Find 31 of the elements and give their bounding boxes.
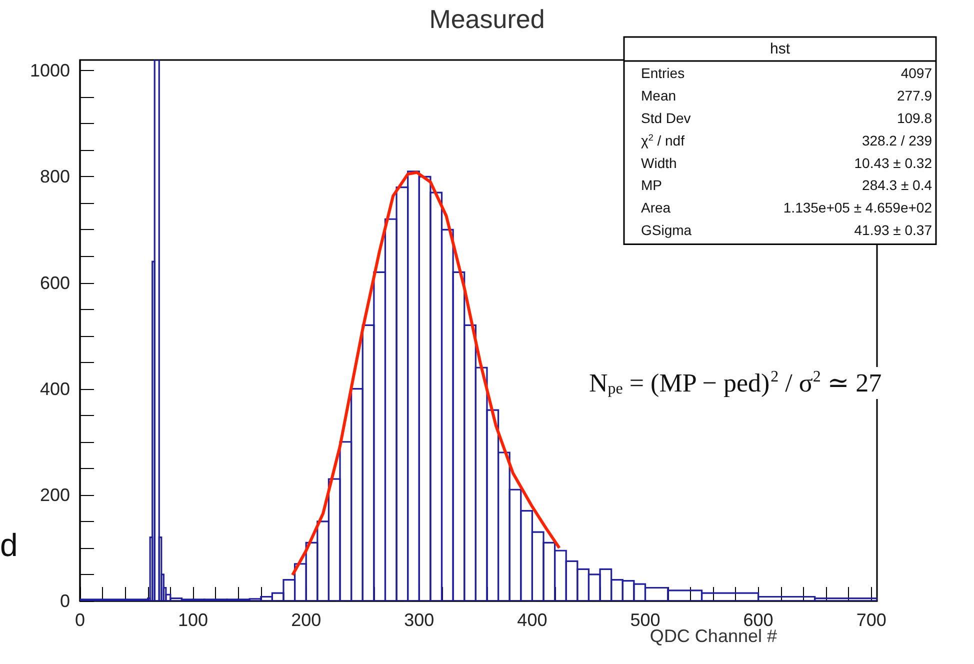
text: 4097 [900,65,932,82]
text: hst [770,40,791,58]
y-tick-label: 0 [60,591,70,611]
annotation: GSigma [641,222,692,238]
x-tick-label: 300 [404,610,434,630]
y-tick-label: 200 [40,484,70,505]
annotation: 41.93 ± 0.37 [854,222,932,238]
annotation: Entries [641,65,685,82]
text: 277.9 [896,88,932,104]
x-tick-label: 0 [74,610,86,630]
annotation: Width [641,154,677,171]
chart-title: Measured [429,4,545,34]
x-tick-label: 400 [517,610,548,630]
x-tick-label: 700 [856,610,886,630]
line-series [291,170,561,577]
y-tick-label: 400 [40,378,70,399]
annotation: MP [641,177,662,194]
annotation: Area [641,200,671,216]
y-tick-label: 800 [40,166,70,187]
annotation: 284.3 ± 0.4 [862,177,932,194]
annotation: 10.43 ± 0.32 [854,154,932,171]
text: 109.8 [896,110,932,126]
annotation: 328.2 / 239 [862,132,932,148]
y-tick-label: 600 [40,272,70,293]
text: d [0,527,18,563]
x-tick-label: 100 [178,610,208,630]
annotation: 1.135e+05 ± 4.659e+02 [783,200,932,216]
y-tick-label: 1000 [30,60,70,81]
annotation: Mean [641,88,676,104]
x-tick-label: 200 [291,610,322,630]
annotation: Std Dev [641,110,691,126]
